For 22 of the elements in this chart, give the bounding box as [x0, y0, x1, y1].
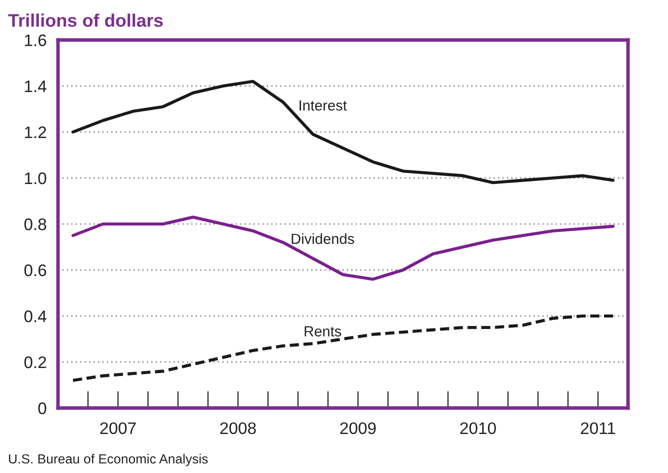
y-tick-label: 0.8 [24, 218, 46, 230]
x-tick-label: 2008 [220, 422, 256, 434]
y-tick-label: 1.6 [24, 34, 46, 46]
y-tick-label: 1.2 [24, 126, 46, 138]
x-tick-label: 2007 [100, 422, 136, 434]
y-tick-label: 0 [38, 402, 46, 414]
x-tick-label: 2009 [340, 422, 376, 434]
chart-title: Trillions of dollars [8, 14, 163, 27]
y-tick-label: 0.4 [24, 310, 46, 322]
y-tick-label: 0.6 [24, 264, 46, 276]
series-label: Rents [304, 326, 342, 336]
x-tick-label: 2011 [580, 422, 616, 434]
text: U.S. Bureau of Economic Analysis [9, 454, 208, 466]
line-series [71, 80, 615, 184]
line-series [71, 314, 615, 382]
line-series [71, 216, 615, 281]
series-label: Interest [300, 100, 347, 111]
y-tick-label: 1.0 [24, 172, 46, 184]
x-tick-label: 2010 [460, 422, 496, 434]
y-tick-label: 0.2 [24, 356, 46, 368]
series-label: Dividends [292, 233, 354, 244]
y-tick-label: 1.4 [24, 80, 46, 92]
